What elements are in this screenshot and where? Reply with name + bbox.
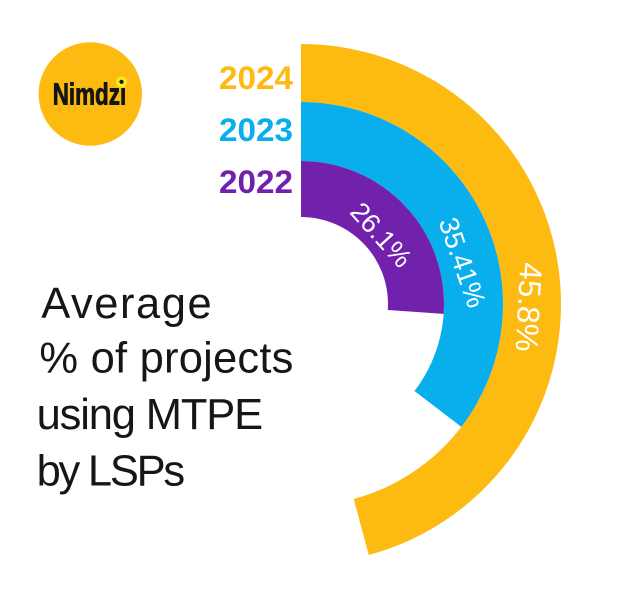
svg-text:2024: 2024 bbox=[219, 60, 293, 96]
svg-text:45.8%: 45.8% bbox=[509, 261, 550, 352]
svg-text:% of projects: % of projects bbox=[39, 334, 293, 382]
svg-text:2022: 2022 bbox=[219, 164, 293, 200]
svg-text:Average: Average bbox=[41, 280, 212, 328]
svg-text:2023: 2023 bbox=[219, 112, 293, 148]
svg-text:using MTPE: using MTPE bbox=[37, 391, 264, 439]
svg-text:by LSPs: by LSPs bbox=[37, 447, 186, 495]
svg-text:Nimdzi: Nimdzi bbox=[53, 77, 127, 112]
